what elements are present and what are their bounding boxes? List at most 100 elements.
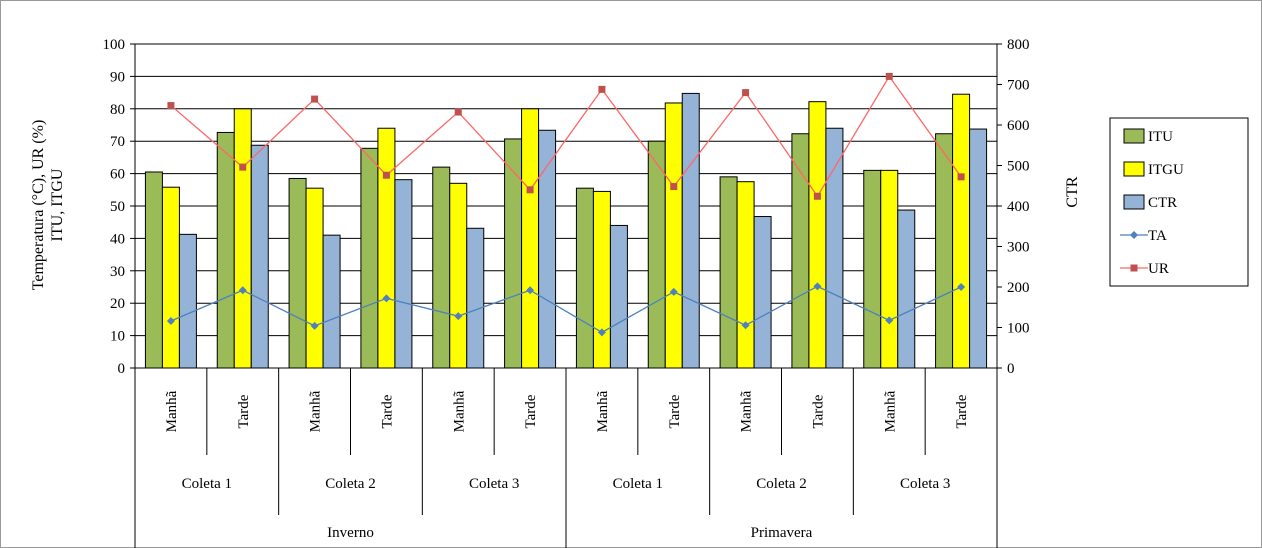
legend-swatch-itgu bbox=[1123, 161, 1145, 177]
line-series bbox=[166, 72, 966, 337]
marker-ta bbox=[957, 283, 966, 291]
marker-ta bbox=[526, 286, 535, 295]
bar-ctr bbox=[250, 144, 269, 369]
right-y-tick-label: 700 bbox=[1007, 78, 1030, 94]
bar-itu bbox=[791, 133, 810, 369]
marker-ta bbox=[885, 316, 894, 325]
legend-swatch-ctr bbox=[1123, 194, 1145, 210]
period-label: Manhã bbox=[308, 390, 324, 432]
right-y-tick-label: 600 bbox=[1007, 118, 1030, 134]
marker-ta bbox=[454, 312, 463, 321]
marker-ta bbox=[597, 328, 606, 337]
period-label: Manhã bbox=[595, 390, 611, 432]
bar-ctr bbox=[466, 227, 485, 369]
left-y-tick-label: 100 bbox=[103, 37, 126, 53]
legend-label-itu: ITU bbox=[1148, 129, 1173, 145]
legend-marker-ta bbox=[1130, 231, 1138, 239]
bar-itgu bbox=[449, 182, 468, 369]
period-label: Manhã bbox=[739, 390, 755, 432]
bar-itgu bbox=[305, 187, 324, 369]
bar-itu bbox=[432, 166, 451, 369]
left-y-tick-labels: 0 10 20 30 40 50 60 70 80 90 100 bbox=[103, 37, 126, 377]
marker-ta bbox=[669, 287, 678, 296]
bar-itgu bbox=[592, 190, 611, 369]
collection-label: Coleta 3 bbox=[469, 476, 519, 492]
bar-itgu bbox=[377, 127, 396, 369]
bar-itgu bbox=[161, 186, 180, 369]
category-axis-labels: Manhã Tarde Manhã Tarde Manhã Tarde Manhã Tarde… bbox=[164, 390, 970, 541]
period-label: Tarde bbox=[523, 394, 539, 428]
line-ur bbox=[170, 75, 962, 198]
bar-itu bbox=[575, 187, 594, 369]
marker-ta bbox=[238, 286, 247, 295]
period-label: Tarde bbox=[379, 394, 395, 428]
marker-ur bbox=[598, 85, 606, 93]
bar-itu bbox=[360, 147, 379, 369]
bar-itu bbox=[647, 140, 666, 369]
left-y-tick-label: 70 bbox=[110, 134, 125, 150]
marker-ur bbox=[526, 186, 534, 194]
legend-marker-ur bbox=[1130, 264, 1138, 272]
right-y-axis-label: CTR bbox=[1064, 176, 1081, 207]
period-label: Tarde bbox=[810, 394, 826, 428]
bar-itgu bbox=[952, 93, 971, 369]
marker-ta bbox=[166, 317, 175, 326]
bar-ctr bbox=[753, 216, 772, 369]
left-y-tick-label: 80 bbox=[110, 102, 125, 118]
bar-ctr bbox=[825, 127, 844, 369]
period-label: Tarde bbox=[236, 394, 252, 428]
collection-label: Coleta 2 bbox=[325, 476, 375, 492]
bar-itgu bbox=[233, 108, 252, 369]
bar-ctr bbox=[969, 128, 988, 369]
legend-label-ur: UR bbox=[1148, 261, 1169, 277]
right-y-tick-label: 800 bbox=[1007, 37, 1030, 53]
marker-ur bbox=[454, 108, 462, 116]
legend-label-itgu: ITGU bbox=[1148, 162, 1184, 178]
left-y-tick-label: 50 bbox=[110, 199, 125, 215]
bar-itu bbox=[863, 169, 882, 369]
bar-series bbox=[144, 92, 988, 369]
period-label: Manhã bbox=[451, 390, 467, 432]
collection-label: Coleta 1 bbox=[613, 476, 663, 492]
bar-itgu bbox=[736, 181, 755, 369]
collection-label: Coleta 1 bbox=[182, 476, 232, 492]
bar-itu bbox=[504, 138, 523, 369]
collection-label: Coleta 3 bbox=[900, 476, 950, 492]
right-y-tick-labels: 0 100 200 300 400 500 600 700 800 bbox=[1007, 37, 1030, 377]
bar-itu bbox=[288, 177, 307, 369]
bar-itgu bbox=[521, 108, 540, 369]
marker-ta bbox=[741, 321, 750, 330]
marker-ur bbox=[167, 102, 175, 110]
season-label: Inverno bbox=[327, 525, 374, 541]
marker-ur bbox=[239, 163, 247, 171]
legend-label-ta: TA bbox=[1148, 228, 1167, 244]
left-y-tick-label: 10 bbox=[110, 329, 125, 345]
right-y-tick-label: 200 bbox=[1007, 280, 1030, 296]
left-y-tick-label: 60 bbox=[110, 167, 125, 183]
gridlines bbox=[135, 43, 997, 337]
marker-ur bbox=[382, 171, 390, 179]
legend-label-ctr: CTR bbox=[1148, 195, 1177, 211]
right-y-tick-label: 400 bbox=[1007, 199, 1030, 215]
left-y-axis-label-line1: Temperatura (°C), UR (%) bbox=[30, 120, 47, 291]
period-label: Tarde bbox=[667, 394, 683, 428]
marker-ur bbox=[742, 89, 750, 97]
left-y-axis-label-line2: ITU, ITGU bbox=[49, 168, 66, 241]
marker-ur bbox=[885, 72, 893, 80]
marker-ur bbox=[813, 192, 821, 200]
bar-itu bbox=[719, 176, 738, 369]
marker-ur bbox=[311, 95, 319, 103]
legend: ITU ITGU CTR TA UR bbox=[1109, 117, 1249, 287]
bar-itu bbox=[144, 171, 163, 369]
marker-ta bbox=[382, 294, 391, 303]
bar-itu bbox=[935, 133, 954, 369]
bar-ctr bbox=[322, 234, 341, 369]
bar-itu bbox=[216, 131, 235, 369]
marker-ta bbox=[813, 282, 822, 291]
bar-ctr bbox=[681, 92, 700, 369]
bar-ctr bbox=[394, 179, 413, 369]
bar-itgu bbox=[808, 101, 827, 369]
marker-ur bbox=[670, 183, 678, 191]
